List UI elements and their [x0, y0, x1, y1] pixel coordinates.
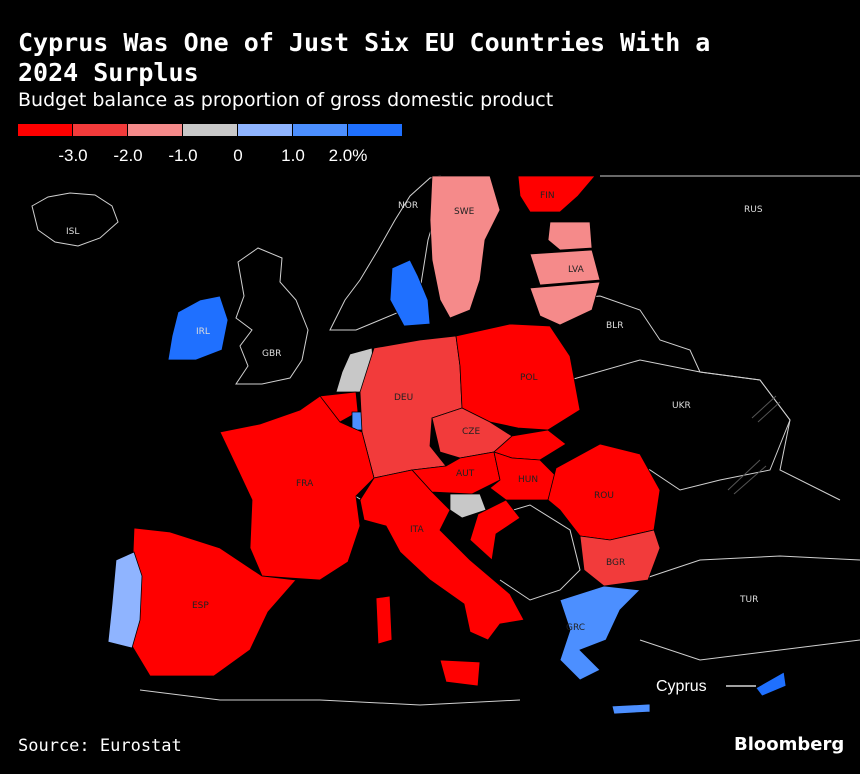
label-nor: NOR — [398, 201, 418, 211]
country-lva — [529, 249, 601, 286]
label-rus: RUS — [744, 205, 763, 215]
legend-tick-label: -2.0 — [113, 146, 142, 165]
country-sardinia — [375, 595, 393, 645]
label-gbr: GBR — [262, 349, 281, 359]
legend-tick-label: 0 — [233, 146, 242, 165]
bloomberg-logo: Bloomberg — [734, 734, 845, 755]
iceland-outline — [31, 192, 119, 247]
label-irl: IRL — [196, 327, 210, 337]
label-hun: HUN — [518, 475, 538, 485]
label-swe: SWE — [454, 207, 475, 217]
legend-tick-label: 2.0% — [329, 146, 368, 165]
country-lux — [351, 411, 363, 431]
label-fin: FIN — [540, 191, 555, 201]
legend-tick-label: 1.0 — [281, 146, 305, 165]
country-grc — [559, 585, 641, 681]
country-dnk — [389, 259, 431, 327]
country-ita — [359, 469, 525, 641]
gbr-outline — [235, 247, 309, 385]
ukr-outline — [569, 359, 791, 491]
legend-bin-5 — [293, 124, 347, 136]
legend-bin-1 — [73, 124, 127, 136]
country-sicily — [439, 659, 481, 687]
legend-bin-0 — [18, 124, 72, 136]
label-deu: DEU — [394, 393, 413, 403]
legend-bin-3 — [183, 124, 237, 136]
country-crete — [611, 703, 651, 715]
color-legend: -3.0 -2.0 -1.0 0 1.0 2.0% — [18, 124, 402, 165]
label-fra: FRA — [296, 479, 314, 489]
legend-bin-4 — [238, 124, 292, 136]
label-tur: TUR — [739, 595, 758, 605]
country-ltu — [529, 281, 601, 326]
legend-tick-label: -1.0 — [168, 146, 197, 165]
label-isl: ISL — [66, 227, 79, 237]
legend-tick-label: -3.0 — [58, 146, 87, 165]
country-fin — [517, 175, 596, 213]
country-fra — [219, 395, 375, 581]
chart-title: Cyprus Was One of Just Six EU Countries … — [18, 28, 711, 87]
country-prt — [107, 551, 143, 649]
cyprus-annotation: Cyprus — [656, 678, 707, 695]
label-ita: ITA — [410, 525, 424, 535]
label-esp: ESP — [192, 601, 209, 611]
balkans-outline — [479, 504, 581, 601]
label-ukr: UKR — [672, 401, 691, 411]
label-cze: CZE — [462, 427, 480, 437]
country-deu — [359, 335, 463, 479]
label-lva: LVA — [568, 265, 585, 275]
country-irl — [167, 295, 229, 361]
source-note: Source: Eurostat — [18, 736, 182, 756]
country-bgr — [579, 529, 661, 587]
label-pol: POL — [520, 373, 538, 383]
label-aut: AUT — [456, 469, 475, 479]
country-svn — [449, 493, 487, 519]
country-hrv — [469, 499, 521, 561]
country-cyp — [755, 671, 787, 697]
label-blr: BLR — [606, 321, 623, 331]
country-est — [547, 221, 593, 251]
chart-subtitle: Budget balance as proportion of gross do… — [18, 89, 554, 111]
label-bgr: BGR — [606, 558, 625, 568]
turkey-outline — [639, 555, 860, 661]
legend-bin-6 — [348, 124, 402, 136]
label-rou: ROU — [594, 491, 614, 501]
label-grc: GRC — [566, 623, 585, 633]
legend-bin-2 — [128, 124, 182, 136]
country-swe — [429, 175, 501, 319]
north-africa-outline — [139, 689, 521, 706]
